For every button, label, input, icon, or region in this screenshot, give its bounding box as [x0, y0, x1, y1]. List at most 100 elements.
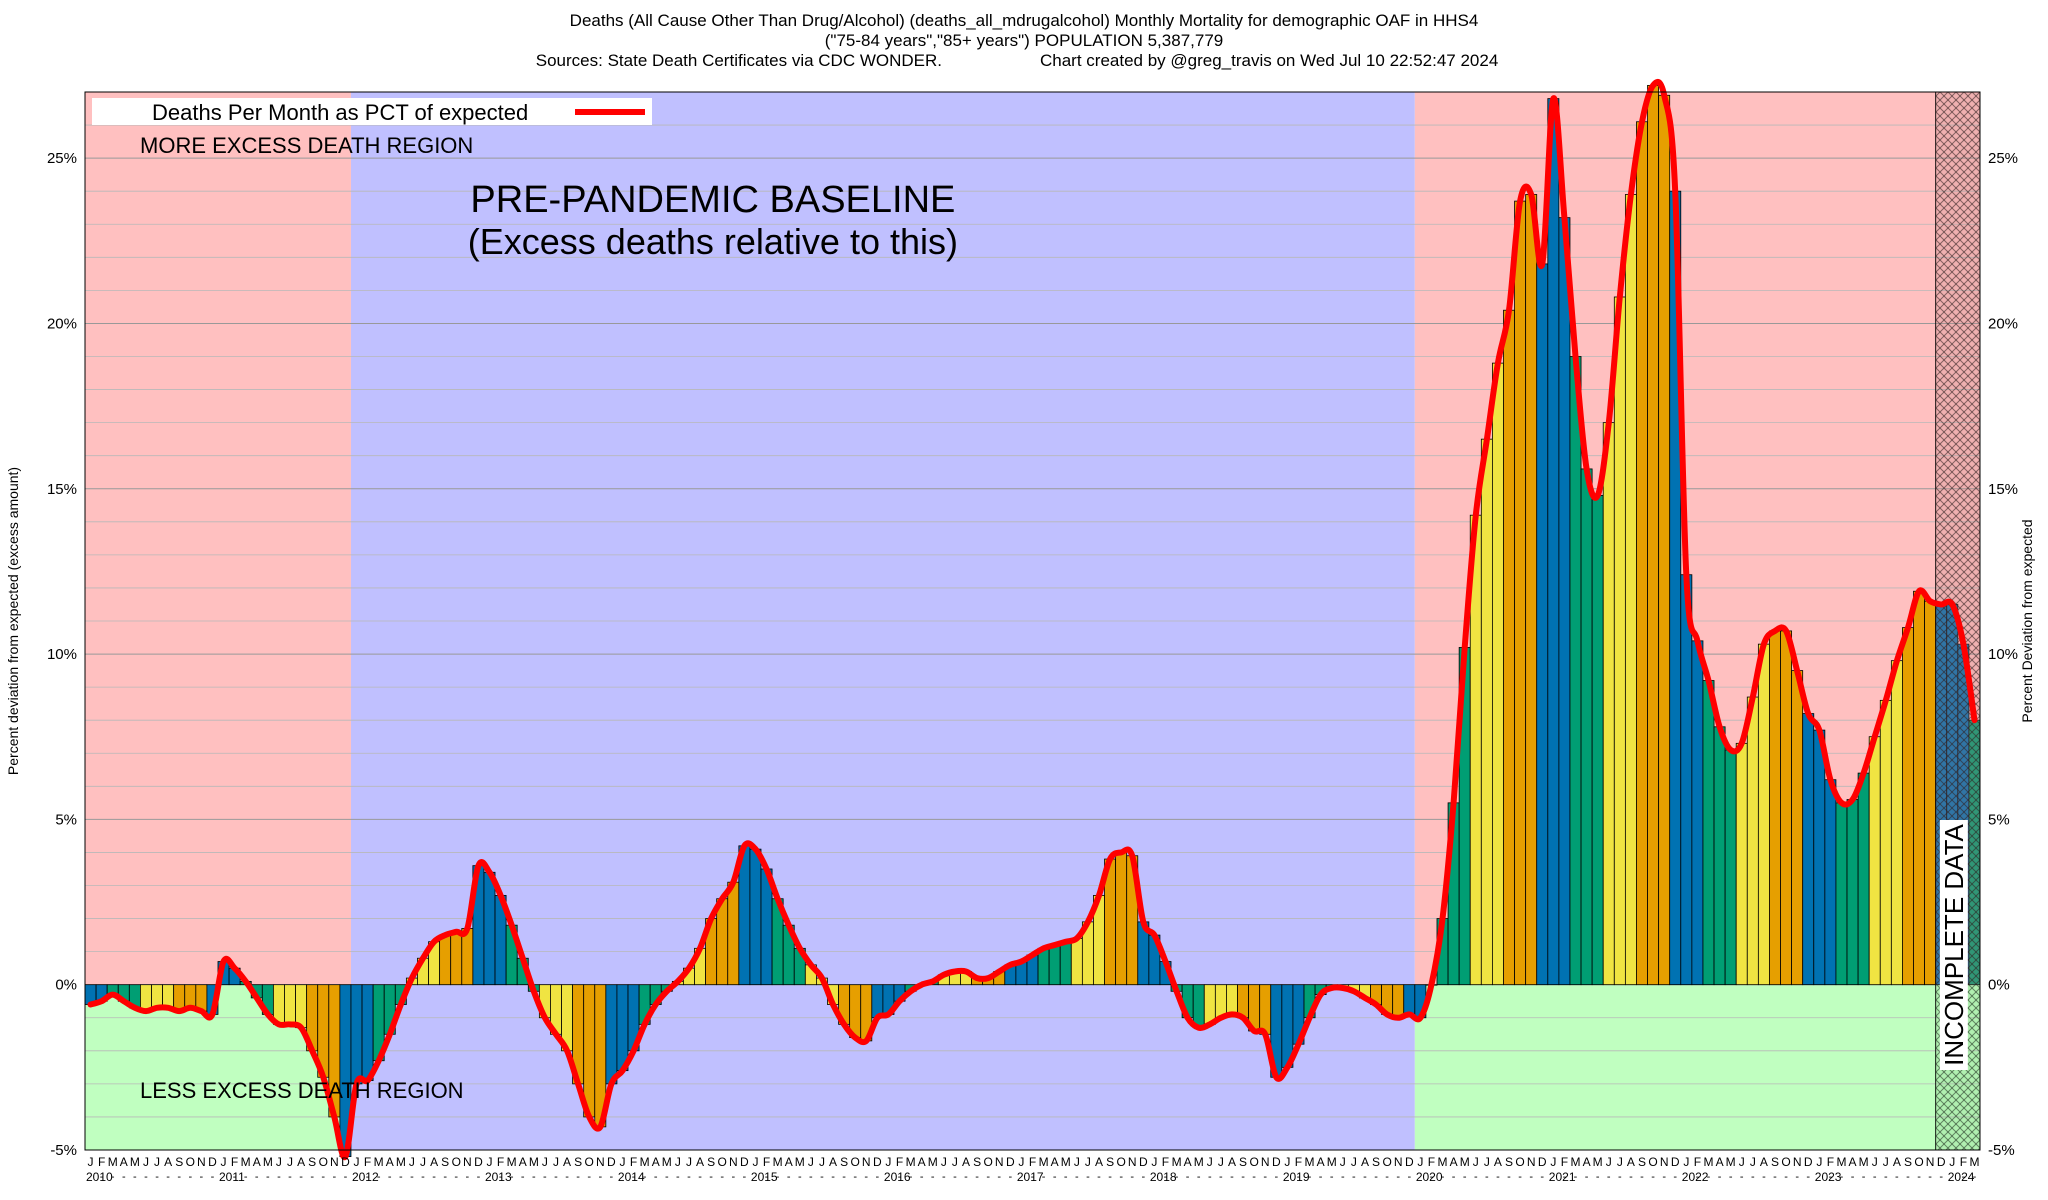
x-tick-year-dash: -: [244, 1171, 248, 1183]
bar: [1746, 696, 1759, 986]
x-tick-month: M: [130, 1155, 140, 1169]
x-tick-year-dash: -: [1274, 1171, 1278, 1183]
x-tick-month: J: [409, 1155, 415, 1169]
y-tick-label-right: 10%: [1988, 646, 2018, 663]
x-tick-year-dash: -: [1164, 1171, 1168, 1183]
x-tick-year-dash: -: [665, 1171, 669, 1183]
x-tick-month: A: [696, 1155, 704, 1169]
x-tick-year-dash: -: [388, 1171, 392, 1183]
x-tick-year-dash: -: [377, 1171, 381, 1183]
x-tick-year-dash: -: [1396, 1171, 1400, 1183]
bar: [1525, 194, 1538, 986]
y-tick-label-right: 20%: [1988, 315, 2018, 332]
y-axis-label-right: Percent Deviation from expected: [2019, 519, 2035, 722]
x-tick-year-dash: -: [743, 1171, 747, 1183]
bar: [1857, 772, 1870, 986]
x-tick-month: J: [143, 1155, 149, 1169]
x-tick-year-dash: -: [909, 1171, 913, 1183]
x-tick-year-dash: -: [1042, 1171, 1046, 1183]
x-tick-year-dash: -: [1319, 1171, 1323, 1183]
x-tick-year-dash: -: [510, 1171, 514, 1183]
x-tick-year: 2022: [1682, 1170, 1709, 1184]
x-tick-year-dash: -: [920, 1171, 924, 1183]
x-tick-month: M: [241, 1155, 251, 1169]
x-tick-year-dash: -: [1862, 1171, 1866, 1183]
y-tick-label-right: 25%: [1988, 150, 2018, 167]
x-tick-year-dash: -: [1662, 1171, 1666, 1183]
x-tick-year-dash: -: [188, 1171, 192, 1183]
x-tick-month: F: [1162, 1155, 1169, 1169]
x-tick-month: A: [1716, 1155, 1724, 1169]
bar: [1780, 630, 1793, 986]
x-tick-year-dash: -: [465, 1171, 469, 1183]
x-tick-month: D: [607, 1155, 616, 1169]
x-tick-month: O: [1781, 1155, 1790, 1169]
x-tick-month: A: [1051, 1155, 1059, 1169]
bar: [1226, 984, 1238, 1015]
x-tick-month: J: [1872, 1155, 1878, 1169]
less-excess-region-right: [1414, 984, 1980, 1150]
y-tick-label-right: 0%: [1988, 977, 2010, 994]
x-tick-month: N: [1394, 1155, 1403, 1169]
x-tick-month: M: [1969, 1155, 1979, 1169]
x-tick-year-dash: -: [310, 1171, 314, 1183]
x-tick-year-dash: -: [1009, 1171, 1013, 1183]
x-tick-year: 2020: [1416, 1170, 1443, 1184]
bar: [1680, 574, 1693, 986]
x-tick-year-dash: -: [776, 1171, 780, 1183]
x-tick-year-dash: -: [831, 1171, 835, 1183]
x-tick-month: F: [497, 1155, 504, 1169]
x-tick-year-dash: -: [1330, 1171, 1334, 1183]
y-tick-label-left: 5%: [55, 811, 77, 828]
x-tick-year-dash: -: [1640, 1171, 1644, 1183]
x-tick-year: 2023: [1815, 1170, 1842, 1184]
x-tick-month: J: [1284, 1155, 1290, 1169]
x-tick-year-dash: -: [1840, 1171, 1844, 1183]
x-tick-month: J: [686, 1155, 692, 1169]
x-tick-year-dash: -: [942, 1171, 946, 1183]
bar: [1192, 984, 1205, 1029]
bar: [361, 984, 374, 1081]
x-tick-month: J: [276, 1155, 282, 1169]
x-tick-year-dash: -: [820, 1171, 824, 1183]
x-tick-month: J: [1816, 1155, 1822, 1169]
x-tick-year-dash: -: [986, 1171, 990, 1183]
x-tick-month: A: [563, 1155, 571, 1169]
x-tick-year-dash: -: [898, 1171, 902, 1183]
x-tick-year-dash: -: [111, 1171, 115, 1183]
bar: [184, 984, 197, 1009]
x-tick-month: O: [452, 1155, 461, 1169]
x-tick-month: N: [1793, 1155, 1802, 1169]
x-tick-year-dash: -: [443, 1171, 447, 1183]
x-tick-year-dash: -: [155, 1171, 159, 1183]
x-tick-month: A: [918, 1155, 926, 1169]
x-tick-month: A: [785, 1155, 793, 1169]
x-tick-month: A: [1583, 1155, 1591, 1169]
x-tick-month: O: [1648, 1155, 1657, 1169]
x-tick-month: J: [952, 1155, 958, 1169]
x-tick-month: D: [1405, 1155, 1414, 1169]
x-tick-month: J: [287, 1155, 293, 1169]
x-tick-year-dash: -: [554, 1171, 558, 1183]
x-tick-year-dash: -: [1540, 1171, 1544, 1183]
x-tick-year-dash: -: [842, 1171, 846, 1183]
x-tick-year-dash: -: [1973, 1171, 1977, 1183]
x-tick-year-dash: -: [1208, 1171, 1212, 1183]
x-tick-year-dash: -: [1696, 1171, 1700, 1183]
x-tick-year-dash: -: [166, 1171, 170, 1183]
x-tick-month: D: [1671, 1155, 1680, 1169]
x-tick-year-dash: -: [720, 1171, 724, 1183]
bar: [1658, 94, 1671, 986]
x-tick-year-dash: -: [366, 1171, 370, 1183]
x-tick-month: J: [1207, 1155, 1213, 1169]
x-tick-year-dash: -: [1441, 1171, 1445, 1183]
bar: [1558, 217, 1571, 986]
x-tick-year-dash: -: [1762, 1171, 1766, 1183]
x-tick-month: D: [1139, 1155, 1148, 1169]
bar: [583, 984, 596, 1118]
bar: [1735, 742, 1748, 986]
x-tick-month: N: [995, 1155, 1004, 1169]
x-tick-month: F: [98, 1155, 105, 1169]
x-tick-year-dash: -: [1186, 1171, 1190, 1183]
x-tick-month: J: [1617, 1155, 1623, 1169]
